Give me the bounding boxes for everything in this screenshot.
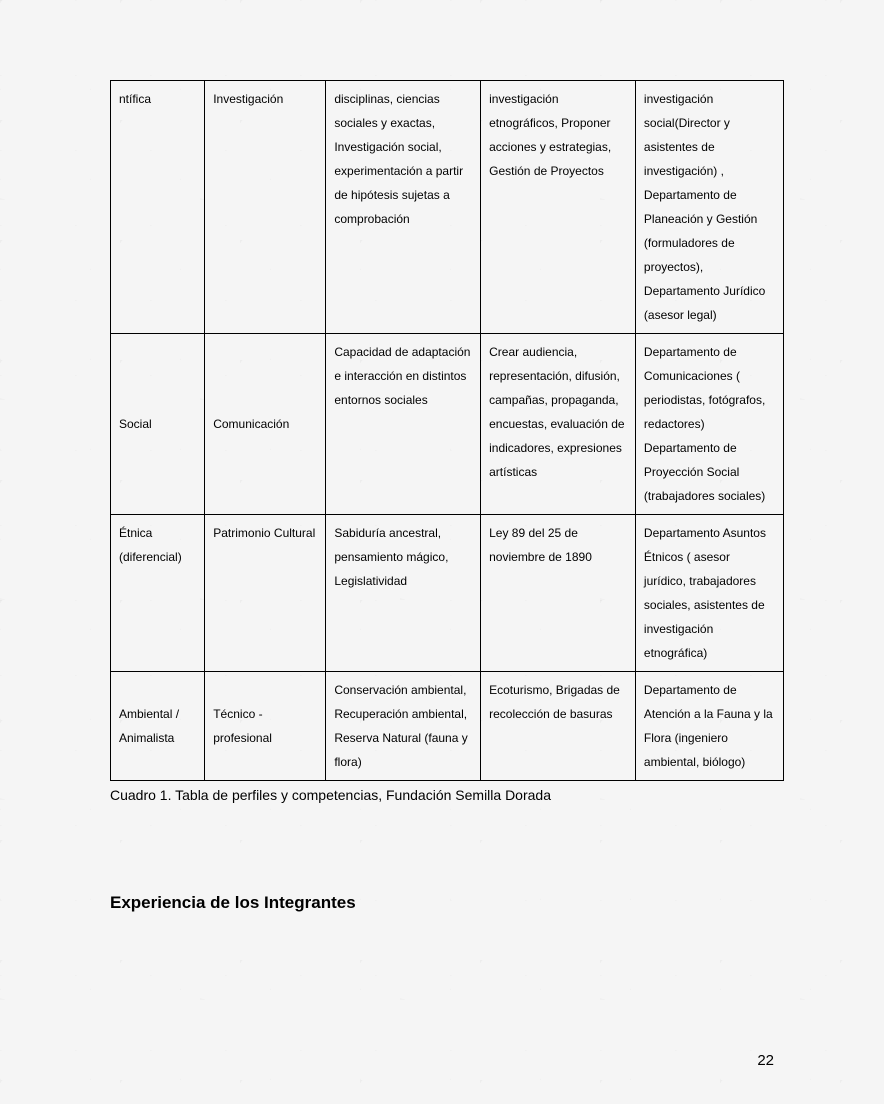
cell-descripcion: Conservación ambiental, Recuperación amb…	[326, 672, 481, 781]
cell-actividades: Ecoturismo, Brigadas de recolección de b…	[481, 672, 636, 781]
page-number: 22	[757, 1052, 774, 1069]
table-caption: Cuadro 1. Tabla de perfiles y competenci…	[110, 787, 784, 803]
cell-competencia: Comunicación	[205, 334, 326, 515]
cell-descripcion: disciplinas, ciencias sociales y exactas…	[326, 81, 481, 334]
cell-actividades: Ley 89 del 25 de noviembre de 1890	[481, 515, 636, 672]
document-page: ntífica Investigación disciplinas, cienc…	[0, 0, 884, 1104]
table-row: Étnica (diferencial) Patrimonio Cultural…	[111, 515, 784, 672]
cell-departamento: Departamento de Atención a la Fauna y la…	[635, 672, 783, 781]
cell-descripcion: Sabiduría ancestral, pensamiento mágico,…	[326, 515, 481, 672]
cell-competencia: Patrimonio Cultural	[205, 515, 326, 672]
section-heading: Experiencia de los Integrantes	[110, 893, 784, 913]
cell-perfil: Étnica (diferencial)	[111, 515, 205, 672]
cell-departamento: Departamento Asuntos Étnicos ( asesor ju…	[635, 515, 783, 672]
cell-perfil: Social	[111, 334, 205, 515]
cell-departamento: investigación social(Director y asistent…	[635, 81, 783, 334]
table-row: ntífica Investigación disciplinas, cienc…	[111, 81, 784, 334]
profiles-table: ntífica Investigación disciplinas, cienc…	[110, 80, 784, 781]
table-row: Ambiental / Animalista Técnico - profesi…	[111, 672, 784, 781]
cell-perfil: ntífica	[111, 81, 205, 334]
table-row: Social Comunicación Capacidad de adaptac…	[111, 334, 784, 515]
cell-competencia: Técnico - profesional	[205, 672, 326, 781]
cell-departamento: Departamento de Comunicaciones ( periodi…	[635, 334, 783, 515]
cell-competencia: Investigación	[205, 81, 326, 334]
cell-perfil: Ambiental / Animalista	[111, 672, 205, 781]
cell-actividades: investigación etnográficos, Proponer acc…	[481, 81, 636, 334]
cell-actividades: Crear audiencia, representación, difusió…	[481, 334, 636, 515]
cell-descripcion: Capacidad de adaptación e interacción en…	[326, 334, 481, 515]
